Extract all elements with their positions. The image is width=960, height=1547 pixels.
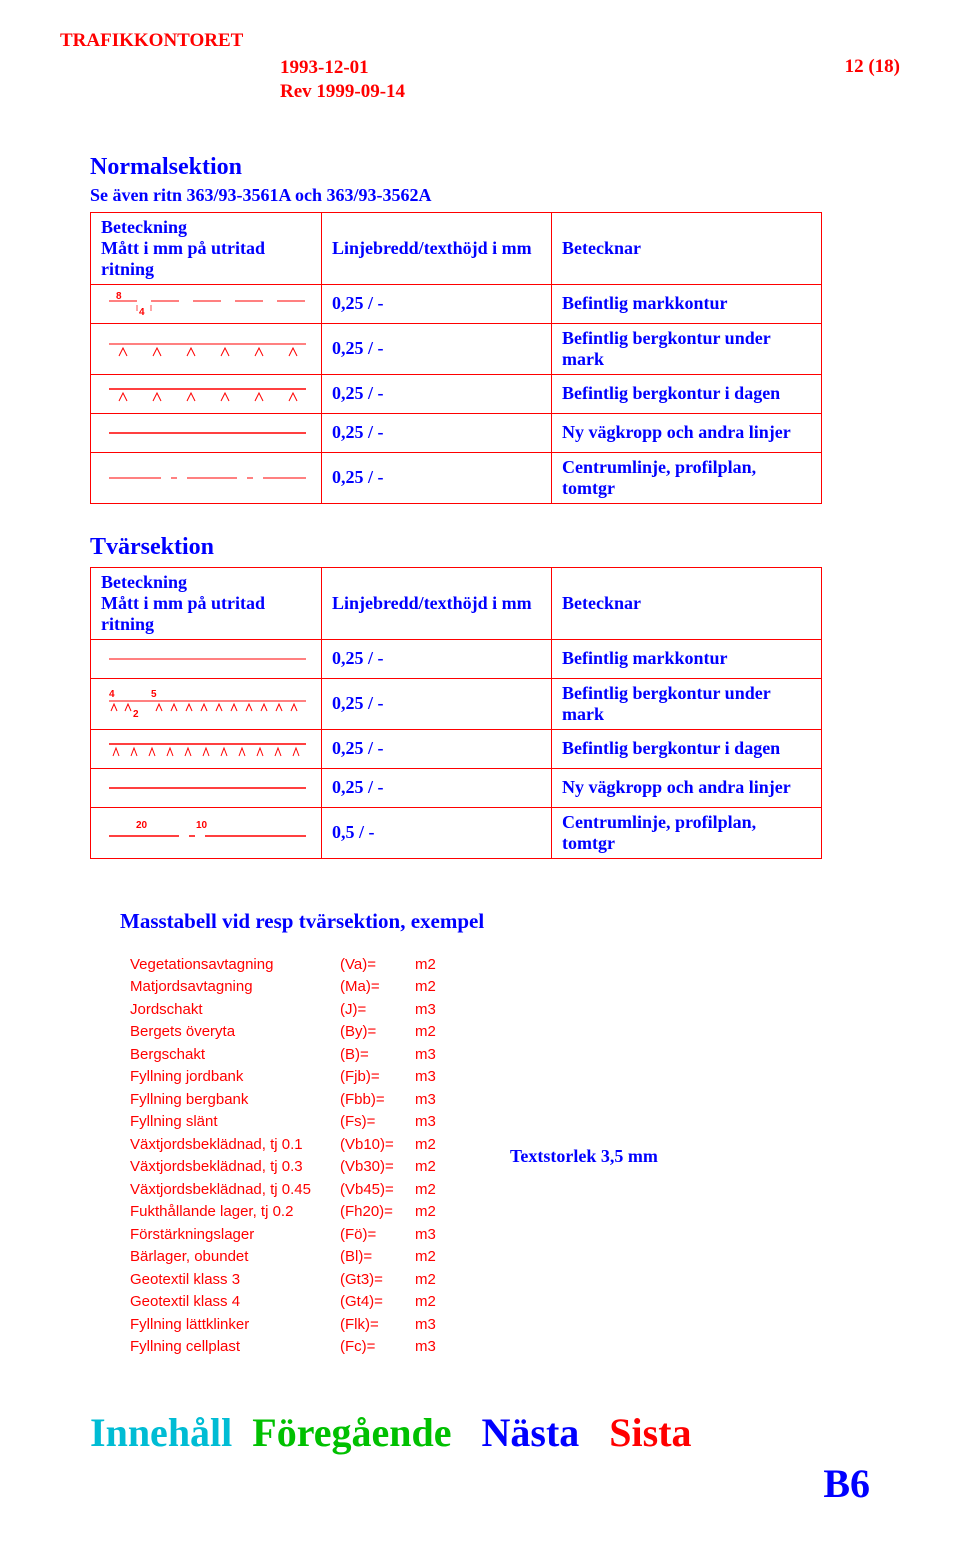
cell-right: Befintlig markkontur [552,639,822,678]
mass-block: Vegetationsavtagning(Va)=m2Matjordsavtag… [130,954,900,1359]
nav-next[interactable]: Nästa [482,1410,580,1455]
mass-row: Fyllning jordbank(Fjb)=m3 [130,1066,900,1089]
mass-row: Fyllning cellplast(Fc)=m3 [130,1336,900,1359]
mass-row: Bergets överyta(By)=m2 [130,1021,900,1044]
col-header-right: Betecknar [552,212,822,284]
center-line-measured-icon: 20 10 [101,818,311,848]
cell-right: Centrumlinje, profilplan, tomtgr [552,807,822,858]
symbol-cell: 20 10 [91,807,322,858]
cell-mid: 0,25 / - [322,284,552,323]
footer-nav: Innehåll Föregående Nästa Sista [90,1409,900,1456]
bedrock-under-dense-icon: 4 5 2 [101,689,311,719]
svg-text:10: 10 [196,820,208,831]
svg-text:4: 4 [109,689,115,700]
mass-row: Fukthållande lager, tj 0.2(Fh20)=m2 [130,1201,900,1224]
header-dates: 1993-12-01 Rev 1999-09-14 [280,56,900,104]
cell-right: Befintlig bergkontur i dagen [552,374,822,413]
cell-right: Befintlig bergkontur i dagen [552,729,822,768]
solid-line-icon [101,418,311,448]
symbol-cell [91,729,322,768]
header-rev: Rev 1999-09-14 [280,80,900,104]
cell-mid: 0,25 / - [322,452,552,503]
mass-row: Bergschakt(B)=m3 [130,1044,900,1067]
col-header-mid: Linjebredd/texthöjd i mm [322,212,552,284]
page: TRAFIKKONTORET 1993-12-01 Rev 1999-09-14… [0,0,960,1547]
symbol-cell [91,639,322,678]
symbol-cell [91,413,322,452]
mass-row: Jordschakt(J)=m3 [130,999,900,1022]
symbol-cell [91,374,322,413]
org-name: TRAFIKKONTORET [60,30,900,52]
symbol-cell [91,768,322,807]
nav-contents[interactable]: Innehåll [90,1410,232,1455]
cell-right: Ny vägkropp och andra linjer [552,413,822,452]
dash-line-icon: 8 4 [101,289,311,319]
cell-mid: 0,25 / - [322,639,552,678]
cell-mid: 0,25 / - [322,323,552,374]
mass-row: Geotextil klass 4(Gt4)=m2 [130,1291,900,1314]
mass-title: Masstabell vid resp tvärsektion, exempel [120,909,900,934]
bedrock-under-icon [101,334,311,364]
col-header-symbol: Beteckning Mått i mm på utritad ritning [91,212,322,284]
cell-mid: 0,25 / - [322,768,552,807]
symbol-cell [91,452,322,503]
normal-subtitle: Se även ritn 363/93-3561A och 363/93-356… [90,185,900,206]
nav-prev[interactable]: Föregående [252,1410,451,1455]
symbol-cell: 8 4 [91,284,322,323]
svg-text:4: 4 [139,307,145,318]
svg-text:8: 8 [116,291,122,302]
cell-right: Ny vägkropp och andra linjer [552,768,822,807]
cell-right: Centrumlinje, profilplan, tomtgr [552,452,822,503]
cell-mid: 0,25 / - [322,729,552,768]
mass-row: Fyllning slänt(Fs)=m3 [130,1111,900,1134]
bedrock-surface-dense-icon [101,734,311,764]
svg-text:5: 5 [151,689,157,700]
svg-text:20: 20 [136,820,148,831]
text-size-note: Textstorlek 3,5 mm [510,1146,658,1167]
col-header-mid: Linjebredd/texthöjd i mm [322,567,552,639]
col-header-symbol: Beteckning Mått i mm på utritad ritning [91,567,322,639]
col-header-right: Betecknar [552,567,822,639]
tvars-table: Beteckning Mått i mm på utritad ritning … [90,567,822,859]
bedrock-surface-icon [101,379,311,409]
mass-row: Förstärkningslager(Fö)=m3 [130,1224,900,1247]
mass-row: Fyllning bergbank(Fbb)=m3 [130,1089,900,1112]
mass-row: Vegetationsavtagning(Va)=m2 [130,954,900,977]
symbol-cell: 4 5 2 [91,678,322,729]
page-number: 12 (18) [845,56,900,78]
center-line-icon [101,463,311,493]
symbol-cell [91,323,322,374]
mass-row: Geotextil klass 3(Gt3)=m2 [130,1269,900,1292]
solid-line-icon [101,773,311,803]
mass-row: Bärlager, obundet(Bl)=m2 [130,1246,900,1269]
mass-row: Växtjordsbeklädnad, tj 0.45(Vb45)=m2 [130,1179,900,1202]
mass-row: Matjordsavtagning(Ma)=m2 [130,976,900,999]
svg-text:2: 2 [133,709,139,719]
solid-thin-line-icon [101,644,311,674]
cell-mid: 0,25 / - [322,413,552,452]
footer-code: B6 [60,1460,870,1507]
cell-mid: 0,25 / - [322,678,552,729]
nav-last[interactable]: Sista [609,1410,691,1455]
cell-mid: 0,5 / - [322,807,552,858]
mass-row: Fyllning lättklinker(Flk)=m3 [130,1314,900,1337]
normal-title: Normalsektion [90,154,900,181]
cell-right: Befintlig markkontur [552,284,822,323]
header-date: 1993-12-01 [280,56,900,80]
cell-mid: 0,25 / - [322,374,552,413]
cell-right: Befintlig bergkontur under mark [552,678,822,729]
tvars-title: Tvärsektion [90,534,900,561]
normal-table: Beteckning Mått i mm på utritad ritning … [90,212,822,504]
cell-right: Befintlig bergkontur under mark [552,323,822,374]
